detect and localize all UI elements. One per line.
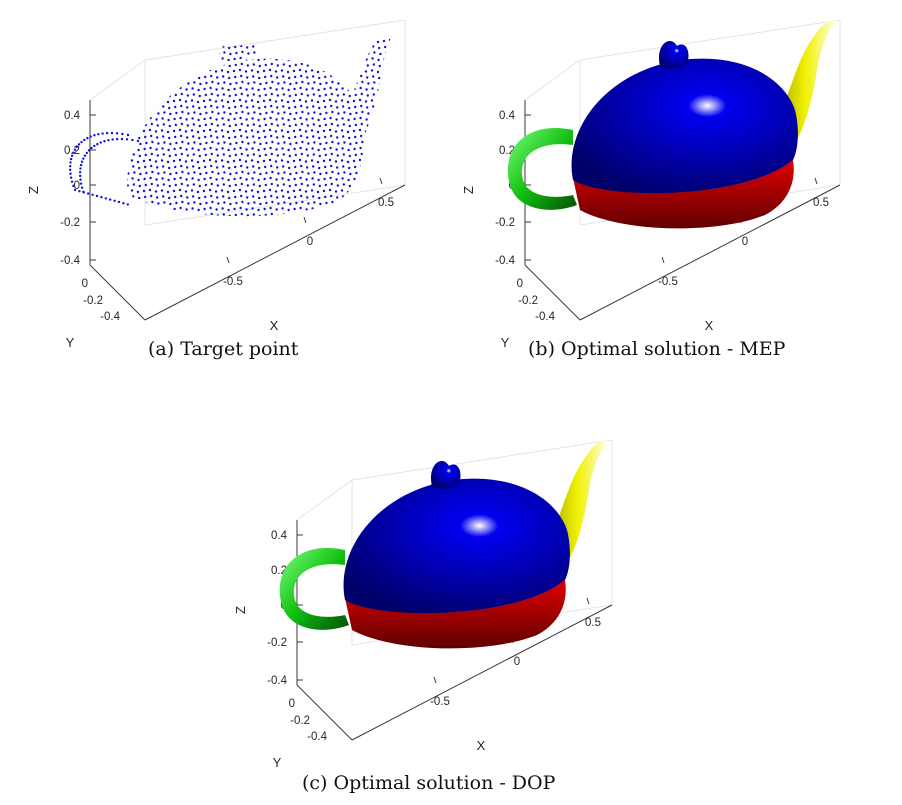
y-tick-label: 0 <box>82 278 88 290</box>
z-tick-label: -0.4 <box>495 255 515 267</box>
caption-b: (b) Optimal solution - MEP <box>528 338 786 360</box>
x-tick-label: 0.5 <box>813 197 829 209</box>
x-axis-label: X <box>705 318 714 333</box>
z-tick-label: -0.2 <box>267 637 287 649</box>
z-tick-label: -0.4 <box>267 675 287 687</box>
lid-knob <box>658 41 689 69</box>
z-tick-label: -0.4 <box>60 255 80 267</box>
z-axis-label: Z <box>461 186 476 194</box>
x-axis-label: X <box>477 738 486 753</box>
lid-knob <box>430 461 461 489</box>
z-tick-label: 0.4 <box>271 530 288 542</box>
z-tick-label: 0.4 <box>64 110 81 122</box>
x-tick-label: -0.5 <box>223 276 243 288</box>
teapot-surface <box>507 20 837 229</box>
panel-a: 0.4 0.2 0 -0.2 -0.4 0 -0.2 -0.4 -0.5 0 0.5 Z Y X <box>20 0 420 350</box>
handle-part <box>507 128 577 210</box>
y-tick-label: -0.4 <box>307 731 327 743</box>
x-axis-label: X <box>270 318 279 333</box>
x-tick-label: 0 <box>742 236 748 248</box>
x-tick-label: 0 <box>514 656 520 668</box>
y-tick-label: -0.2 <box>518 295 538 307</box>
y-tick-label: -0.4 <box>535 311 555 323</box>
y-tick-label: 0 <box>289 698 295 710</box>
z-axis-label: Z <box>233 606 248 614</box>
z-axis-label: Z <box>26 186 41 194</box>
x-tick-label: -0.5 <box>430 696 450 708</box>
y-tick-label: 0 <box>517 278 523 290</box>
y-tick-label: -0.4 <box>100 311 120 323</box>
z-tick-label: 0 <box>74 180 80 192</box>
y-axis-label: Y <box>501 335 510 350</box>
x-tick-label: 0 <box>307 236 313 248</box>
z-tick-label: 0.2 <box>64 145 80 157</box>
base-part <box>345 580 566 649</box>
z-tick-label: 0.4 <box>499 110 516 122</box>
y-tick-label: -0.2 <box>83 295 103 307</box>
base-part <box>573 160 794 229</box>
x-tick-label: 0.5 <box>378 197 394 209</box>
caption-c: (c) Optimal solution - DOP <box>302 772 556 794</box>
x-tick-label: -0.5 <box>658 276 678 288</box>
y-axis-label: Y <box>273 755 282 770</box>
y-axis-label: Y <box>66 335 75 350</box>
point-cloud <box>68 38 402 217</box>
z-tick-label: -0.2 <box>495 217 515 229</box>
teapot-surface <box>279 440 609 649</box>
lid-body-part <box>571 58 798 194</box>
handle-part <box>279 548 349 630</box>
x-tick-label: 0.5 <box>585 617 601 629</box>
caption-a: (a) Target point <box>148 338 299 360</box>
z-tick-label: -0.2 <box>60 217 80 229</box>
lid-body-part <box>343 478 570 614</box>
y-tick-label: -0.2 <box>290 715 310 727</box>
